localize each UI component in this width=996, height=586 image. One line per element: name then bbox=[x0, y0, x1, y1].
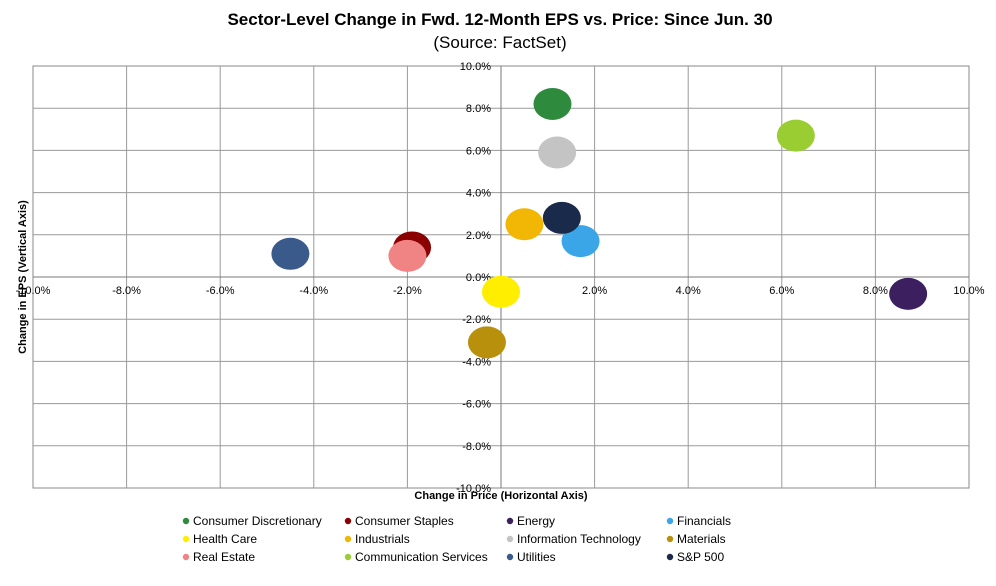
legend-label: Materials bbox=[677, 532, 726, 546]
legend-item: S&P 500 bbox=[666, 550, 724, 564]
y-tick-label: 10.0% bbox=[460, 61, 491, 73]
legend-label: Health Care bbox=[193, 532, 257, 546]
legend-marker bbox=[506, 517, 514, 525]
legend-item: Consumer Discretionary bbox=[182, 514, 322, 528]
legend: Consumer Discretionary Consumer Staples En… bbox=[182, 514, 731, 564]
y-tick-label: 2.0% bbox=[466, 230, 491, 242]
tick-labels: -10.0% -8.0% -6.0% -4.0% -2.0% 0.0% 2.0% 4.0% 6.… bbox=[16, 61, 985, 495]
legend-label: Energy bbox=[517, 514, 555, 528]
x-tick-label: 8.0% bbox=[863, 285, 888, 297]
scatter-point bbox=[533, 87, 572, 120]
y-tick-label: -6.0% bbox=[462, 399, 491, 411]
legend-marker bbox=[666, 535, 674, 543]
legend-label: Communication Services bbox=[355, 550, 488, 564]
legend-marker bbox=[506, 535, 514, 543]
legend-item: Industrials bbox=[344, 532, 410, 546]
y-tick-label: -4.0% bbox=[462, 356, 491, 368]
legend-item: Energy bbox=[506, 514, 555, 528]
legend-label: Utilities bbox=[517, 550, 556, 564]
x-tick-label: 4.0% bbox=[676, 285, 701, 297]
legend-item: Utilities bbox=[506, 550, 556, 564]
x-tick-label: -8.0% bbox=[112, 285, 141, 297]
scatter-point bbox=[482, 275, 520, 308]
chart-subtitle: (Source: FactSet) bbox=[433, 33, 566, 52]
x-tick-label: 2.0% bbox=[582, 285, 607, 297]
legend-marker bbox=[344, 553, 352, 561]
y-tick-label: -2.0% bbox=[462, 314, 491, 326]
y-tick-label: 6.0% bbox=[466, 145, 491, 157]
x-tick-label: -4.0% bbox=[299, 285, 328, 297]
scatter-point bbox=[388, 239, 427, 272]
scatter-point bbox=[889, 277, 928, 310]
legend-marker bbox=[666, 517, 674, 525]
scatter-point bbox=[538, 136, 577, 169]
y-tick-label: 4.0% bbox=[466, 188, 491, 200]
legend-item: Information Technology bbox=[506, 532, 641, 546]
scatter-point bbox=[271, 237, 310, 270]
y-tick-label: 0.0% bbox=[466, 272, 491, 284]
legend-item: Health Care bbox=[182, 532, 257, 546]
legend-marker bbox=[182, 535, 190, 543]
scatter-point bbox=[505, 208, 544, 241]
y-tick-label: 8.0% bbox=[466, 103, 491, 115]
legend-marker bbox=[182, 517, 190, 525]
y-axis-title: Change in EPS (Vertical Axis) bbox=[17, 200, 29, 354]
y-tick-label: -10.0% bbox=[456, 483, 491, 495]
x-tick-label: 6.0% bbox=[769, 285, 794, 297]
legend-item: Financials bbox=[666, 514, 731, 528]
x-tick-label: -10.0% bbox=[16, 285, 51, 297]
scatter-point bbox=[467, 326, 506, 359]
legend-item: Consumer Staples bbox=[344, 514, 454, 528]
scatter-point bbox=[776, 119, 815, 152]
x-tick-label: 10.0% bbox=[953, 285, 984, 297]
legend-marker bbox=[666, 553, 674, 561]
legend-marker bbox=[344, 535, 352, 543]
legend-label: Industrials bbox=[355, 532, 410, 546]
legend-item: Materials bbox=[666, 532, 726, 546]
legend-label: Consumer Discretionary bbox=[193, 514, 322, 528]
legend-marker bbox=[182, 553, 190, 561]
legend-marker bbox=[506, 553, 514, 561]
scatter-point bbox=[561, 225, 600, 258]
legend-marker bbox=[344, 517, 352, 525]
legend-label: Financials bbox=[677, 514, 731, 528]
data-points bbox=[271, 87, 928, 359]
y-tick-label: -8.0% bbox=[462, 441, 491, 453]
legend-item: Real Estate bbox=[182, 550, 255, 564]
legend-label: Information Technology bbox=[517, 532, 641, 546]
legend-label: S&P 500 bbox=[677, 550, 724, 564]
x-axis-title: Change in Price (Horizontal Axis) bbox=[414, 490, 588, 502]
legend-label: Real Estate bbox=[193, 550, 255, 564]
legend-label: Consumer Staples bbox=[355, 514, 454, 528]
legend-item: Communication Services bbox=[344, 550, 488, 564]
x-tick-label: -6.0% bbox=[206, 285, 235, 297]
scatter-point bbox=[542, 201, 581, 234]
x-tick-label: -2.0% bbox=[393, 285, 422, 297]
chart-title: Sector-Level Change in Fwd. 12-Month EPS… bbox=[227, 10, 772, 29]
